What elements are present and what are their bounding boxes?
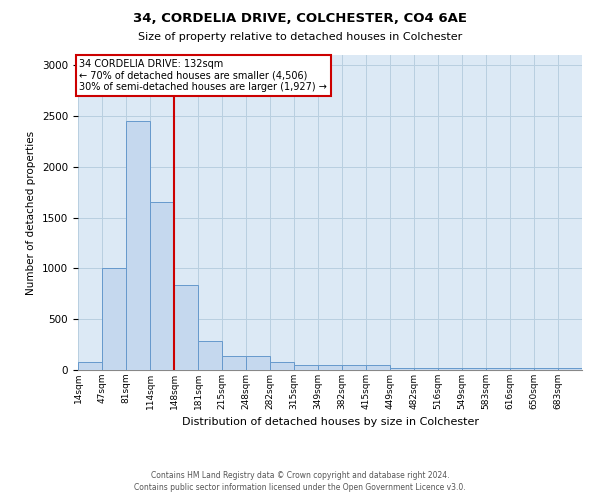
Y-axis label: Number of detached properties: Number of detached properties	[26, 130, 37, 294]
Bar	[270, 362, 294, 370]
Bar	[102, 268, 126, 370]
X-axis label: Distribution of detached houses by size in Colchester: Distribution of detached houses by size …	[182, 418, 479, 428]
Bar	[126, 121, 150, 370]
Bar	[438, 368, 462, 370]
Bar	[486, 368, 510, 370]
Bar	[174, 284, 198, 370]
Text: 34 CORDELIA DRIVE: 132sqm
← 70% of detached houses are smaller (4,506)
30% of se: 34 CORDELIA DRIVE: 132sqm ← 70% of detac…	[79, 59, 328, 92]
Bar	[222, 356, 246, 370]
Bar	[558, 368, 582, 370]
Bar	[246, 356, 270, 370]
Bar	[318, 365, 342, 370]
Bar	[150, 202, 174, 370]
Bar	[198, 340, 222, 370]
Bar	[390, 368, 414, 370]
Bar	[534, 368, 558, 370]
Bar	[462, 368, 486, 370]
Bar	[510, 368, 534, 370]
Bar	[414, 368, 438, 370]
Text: Contains HM Land Registry data © Crown copyright and database right 2024.
Contai: Contains HM Land Registry data © Crown c…	[134, 471, 466, 492]
Text: 34, CORDELIA DRIVE, COLCHESTER, CO4 6AE: 34, CORDELIA DRIVE, COLCHESTER, CO4 6AE	[133, 12, 467, 26]
Bar	[78, 362, 102, 370]
Bar	[342, 365, 366, 370]
Bar	[366, 365, 390, 370]
Text: Size of property relative to detached houses in Colchester: Size of property relative to detached ho…	[138, 32, 462, 42]
Bar	[294, 365, 318, 370]
